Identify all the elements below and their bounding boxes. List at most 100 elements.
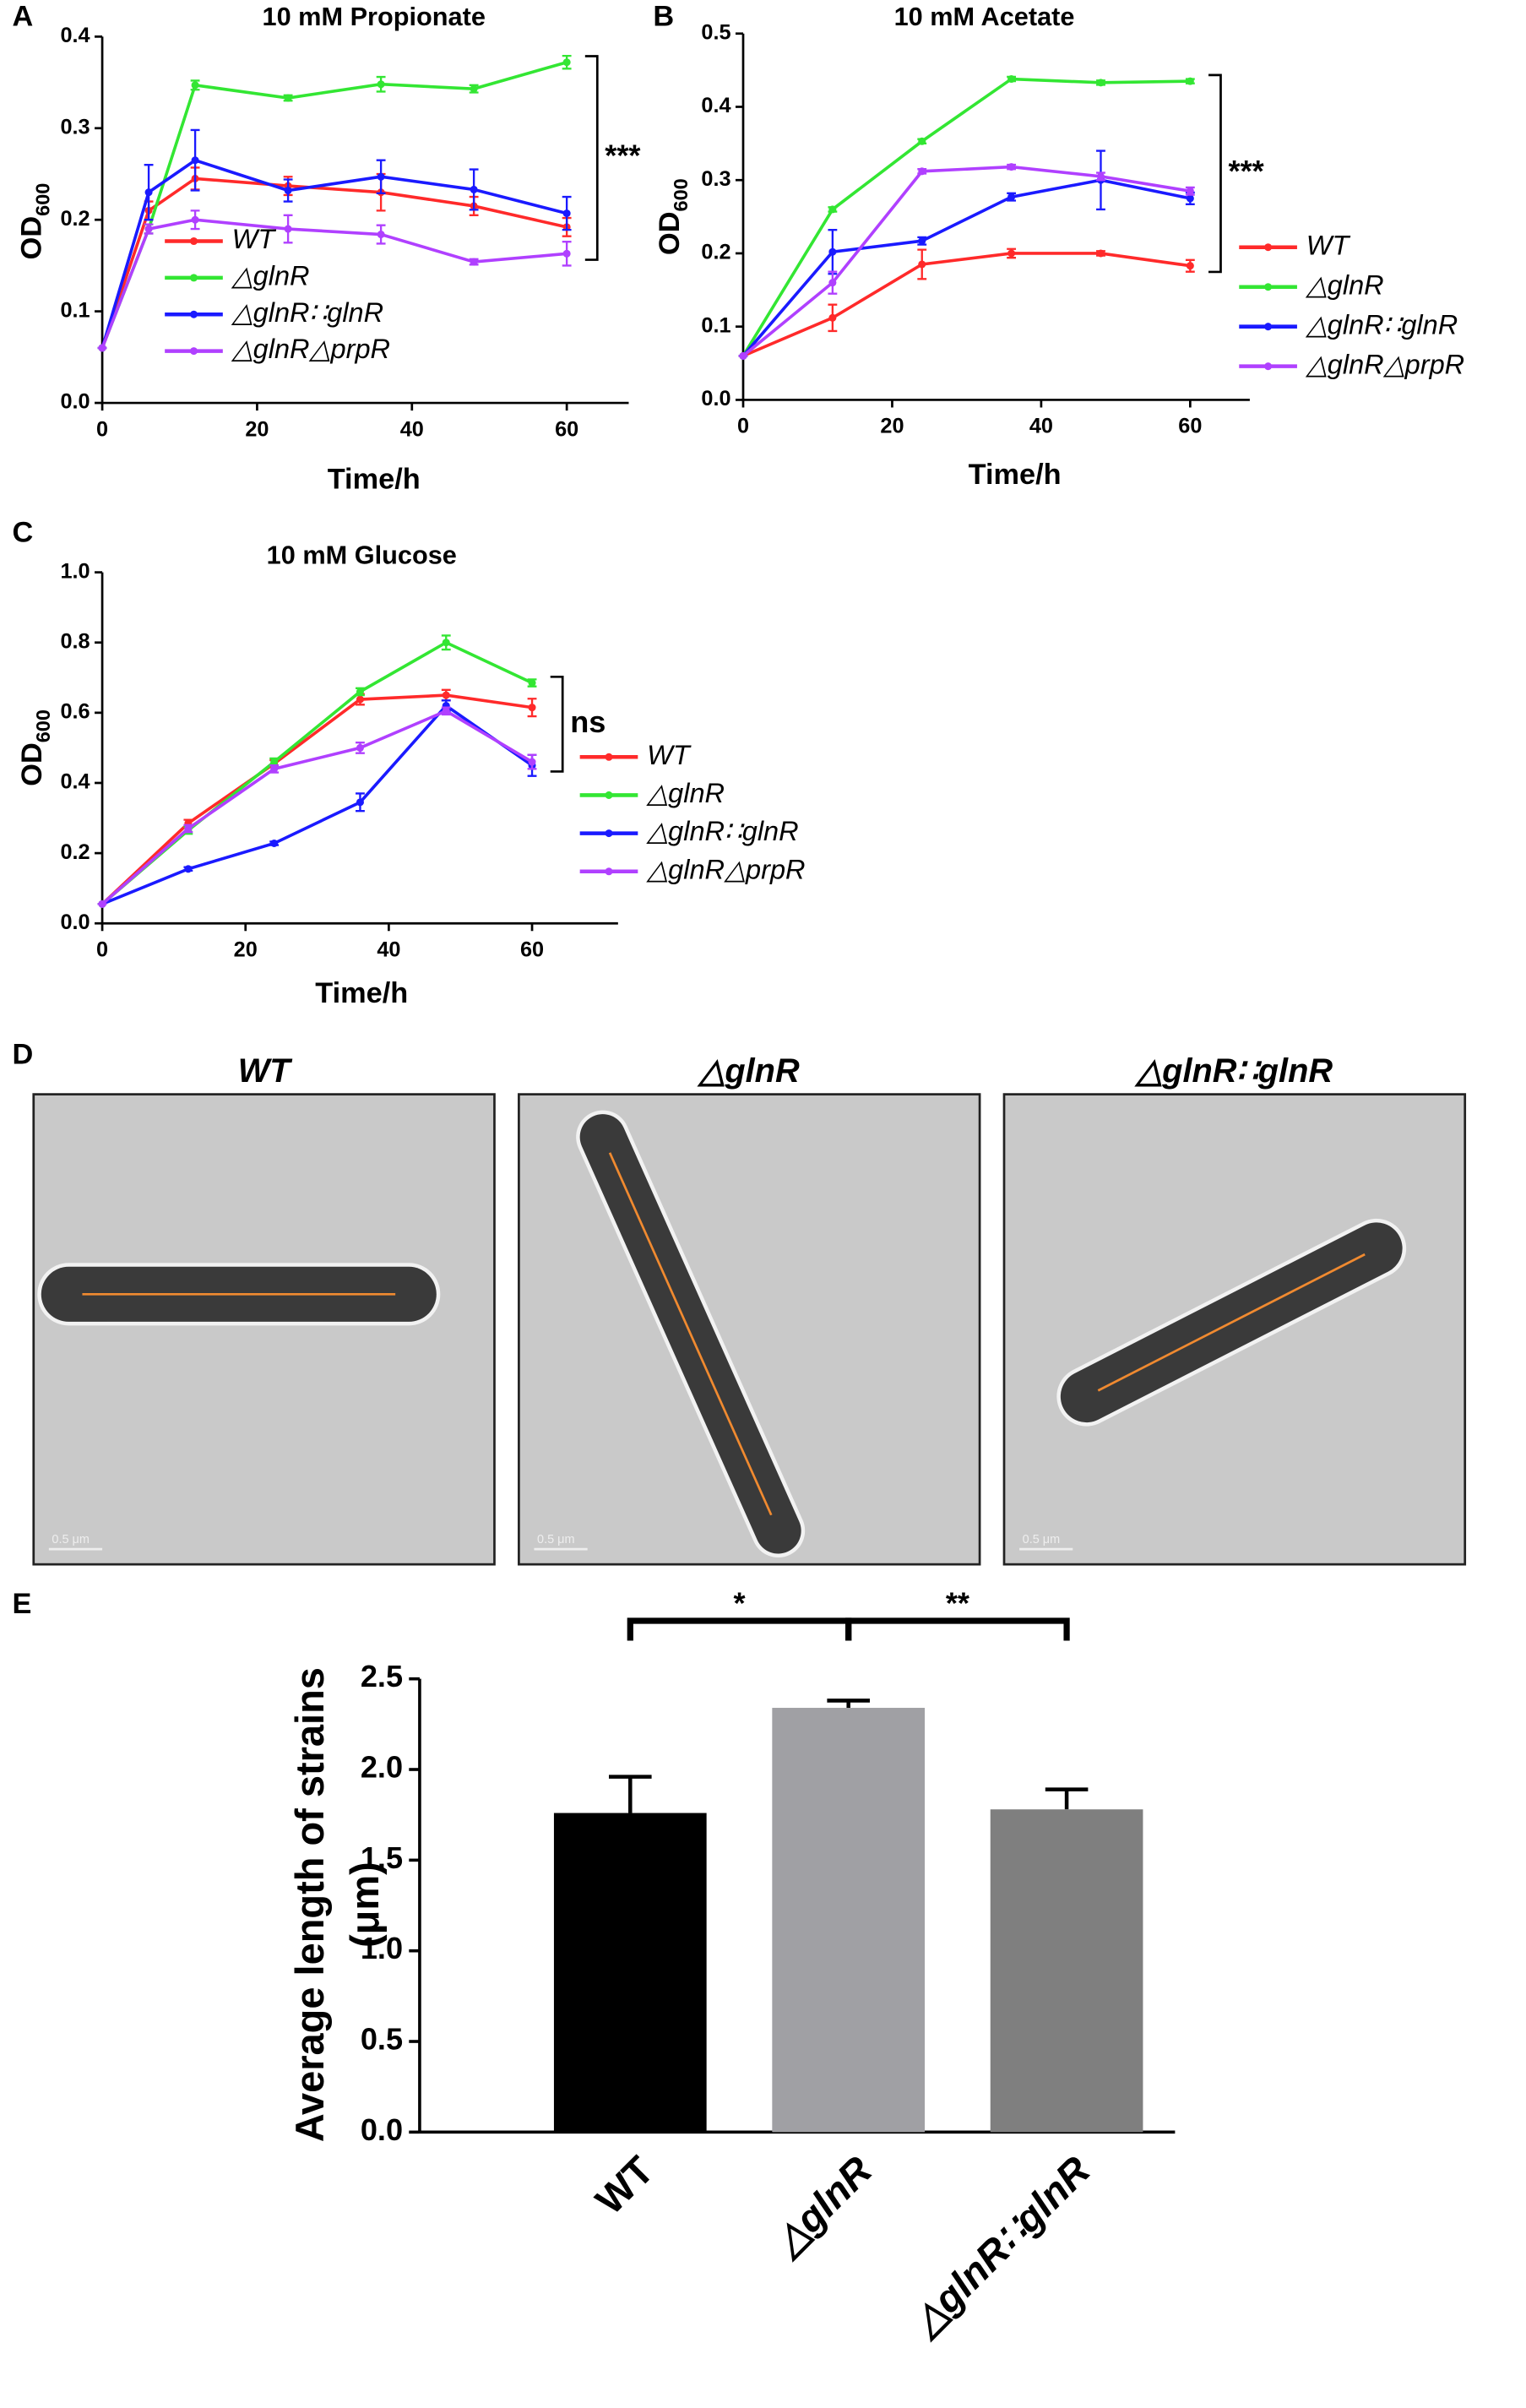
bar: [990, 1809, 1143, 2133]
micrograph-label: WT: [238, 1052, 294, 1090]
series-line: [741, 77, 1191, 357]
data-point: [562, 249, 571, 258]
y-tick-label: 0.5: [701, 20, 730, 44]
data-point: [98, 900, 106, 908]
data-point: [356, 688, 364, 696]
data-point: [828, 205, 837, 214]
y-tick-label: 0.1: [701, 313, 730, 337]
panel-label: E: [12, 1588, 31, 1620]
x-tick-label: △glnR∷glnR: [901, 2147, 1099, 2345]
legend-label: △glnR∷glnR: [231, 297, 383, 328]
y-axis-label-main: OD: [16, 742, 48, 786]
y-tick-label: 1.5: [361, 1840, 403, 1875]
legend-label: △glnR∷glnR: [1306, 309, 1458, 340]
series-line: [100, 218, 567, 349]
length-arrow: [608, 1152, 773, 1516]
legend-label: △glnR△prpR: [646, 854, 805, 884]
legend-marker: [605, 829, 613, 838]
series-line: [100, 640, 533, 905]
data-point: [144, 188, 153, 197]
y-axis-label-sub: 600: [32, 183, 54, 216]
legend-marker: [1264, 243, 1273, 252]
scale-bar-label: 0.5 μm: [1023, 1533, 1060, 1546]
data-point: [470, 185, 478, 193]
legend-marker: [189, 274, 198, 282]
panel-label: D: [12, 1038, 33, 1070]
series-line: [100, 693, 533, 905]
data-point: [918, 137, 926, 145]
legend-marker: [605, 867, 613, 876]
y-axis-label-sub: 600: [670, 178, 692, 211]
data-point: [356, 743, 364, 752]
length-arrow: [1097, 1253, 1366, 1392]
legend-marker: [189, 310, 198, 318]
data-point: [98, 344, 106, 352]
micrograph-label: △glnR: [697, 1052, 800, 1090]
y-tick-label: 0.5: [361, 2022, 403, 2057]
x-tick-label: 0: [737, 415, 749, 438]
data-point: [1007, 75, 1016, 84]
y-tick-label: 0.3: [701, 167, 730, 191]
significance-bracket: [845, 1617, 1070, 1641]
data-point: [918, 260, 926, 269]
data-point: [377, 231, 385, 239]
x-tick-label: 60: [1178, 415, 1202, 438]
y-tick-label: 0.4: [60, 24, 90, 47]
data-point: [442, 691, 450, 699]
significance-label: ns: [570, 704, 606, 739]
x-tick-label: 20: [880, 415, 904, 438]
y-tick-label: 0.0: [701, 387, 730, 410]
x-axis-label: Time/h: [969, 459, 1062, 491]
data-point: [270, 839, 279, 847]
series-line: [741, 165, 1191, 357]
data-point: [442, 707, 450, 715]
data-point: [184, 824, 193, 833]
significance-label: ***: [1229, 154, 1265, 188]
data-point: [1186, 194, 1194, 203]
y-tick-label: 0.2: [60, 207, 90, 231]
data-point: [528, 679, 536, 688]
data-point: [356, 798, 364, 807]
data-point: [442, 639, 450, 647]
legend-label: WT: [1306, 230, 1351, 260]
x-tick-label: 60: [555, 417, 578, 441]
data-point: [284, 94, 292, 102]
data-point: [270, 764, 279, 773]
chart-title: 10 mM Propionate: [262, 2, 485, 31]
legend-marker: [605, 753, 613, 761]
y-axis-label-sub: 600: [32, 709, 54, 742]
y-axis-label-main: OD: [16, 216, 48, 260]
legend-label: WT: [647, 740, 692, 770]
x-tick-label: 40: [400, 417, 424, 441]
data-point: [184, 865, 193, 873]
legend-marker: [189, 347, 198, 356]
error-bar: [608, 1775, 652, 1813]
series-line: [741, 178, 1191, 357]
x-tick-label: 60: [520, 938, 544, 961]
data-point: [191, 81, 199, 90]
legend-label: △glnR: [1306, 269, 1384, 300]
data-point: [918, 236, 926, 245]
data-point: [528, 758, 536, 766]
y-tick-label: 0.2: [701, 241, 730, 264]
series-line: [101, 704, 534, 906]
y-tick-label: 0.0: [60, 390, 90, 414]
data-point: [528, 704, 536, 712]
series-line: [742, 252, 1191, 358]
significance-label: *: [733, 1585, 746, 1620]
y-tick-label: 0.2: [60, 840, 90, 864]
data-point: [1186, 187, 1194, 195]
data-point: [191, 156, 199, 165]
legend-label: △glnR△prpR: [231, 334, 390, 364]
data-point: [377, 80, 385, 89]
data-point: [284, 186, 292, 195]
legend-label: △glnR△prpR: [1306, 349, 1464, 379]
x-tick-label: 0: [96, 417, 108, 441]
y-tick-label: 0.8: [60, 629, 90, 653]
data-point: [1007, 193, 1016, 201]
data-point: [562, 209, 571, 218]
error-bar: [1045, 1787, 1089, 1810]
legend-marker: [1264, 283, 1273, 291]
